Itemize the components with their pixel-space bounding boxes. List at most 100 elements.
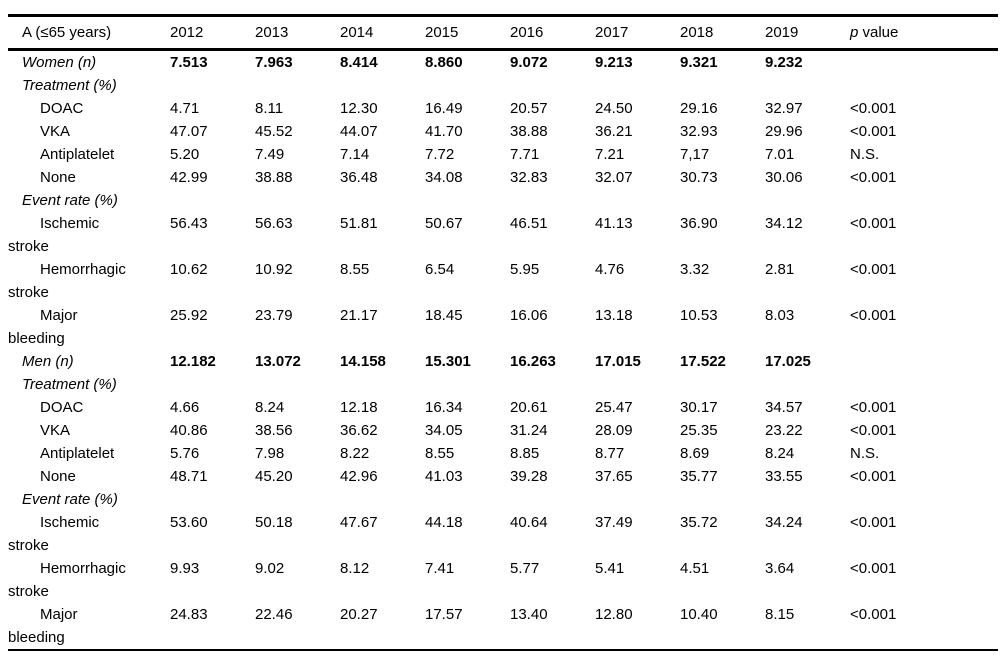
value-cell	[595, 373, 680, 396]
value-cell: 20.27	[340, 606, 378, 623]
value-cell: 8.03	[765, 307, 795, 324]
value-cell: 32.97	[765, 100, 803, 117]
value-cell: 16.263	[510, 353, 556, 370]
value-cell: 7.41	[425, 560, 455, 577]
value-cell: 9.02	[255, 560, 285, 577]
value-cell: 8.15	[765, 606, 795, 623]
value-cell: 50.18	[255, 514, 293, 531]
value-cell: 8.77	[595, 445, 625, 462]
row-label: Ischemic stroke	[8, 514, 100, 554]
value-cell: 23.79	[255, 307, 293, 324]
value-cell: 4.51	[680, 560, 710, 577]
p-value-cell	[850, 373, 998, 396]
row-label: Event rate (%)	[22, 192, 118, 209]
value-cell	[680, 488, 765, 511]
value-cell: 36.62	[340, 422, 378, 439]
p-value-cell: <0.001	[850, 514, 897, 531]
value-cell: 33.55	[765, 468, 803, 485]
value-cell	[425, 189, 510, 212]
value-cell: 13.18	[595, 307, 633, 324]
value-cell	[680, 189, 765, 212]
p-value-word: value	[858, 24, 899, 41]
value-cell	[340, 488, 425, 511]
table-header: A (≤65 years) 2012 2013 2014 2015 2016 2017 20…	[8, 16, 998, 50]
p-value-cell: <0.001	[850, 123, 897, 140]
value-cell: 7.98	[255, 445, 285, 462]
value-cell: 7.513	[170, 54, 208, 71]
value-cell	[510, 189, 595, 212]
p-value-cell: <0.001	[850, 261, 897, 278]
value-cell: 15.301	[425, 353, 471, 370]
p-value-cell: <0.001	[850, 560, 897, 577]
table-row: None 42.99 38.88 36.48 34.08 32.83 32.07 30.73 3…	[8, 166, 998, 189]
value-cell	[680, 74, 765, 97]
row-label: DOAC	[40, 100, 84, 117]
row-label: None	[40, 468, 76, 485]
value-cell: 17.025	[765, 353, 811, 370]
row-label: Antiplatelet	[40, 445, 115, 462]
p-value-cell: <0.001	[850, 422, 897, 439]
value-cell: 24.50	[595, 100, 633, 117]
table-row: Antiplatelet 5.76 7.98 8.22 8.55 8.85 8.77 8.69…	[8, 442, 998, 465]
p-value-cell: <0.001	[850, 468, 897, 485]
table-row: Men (n) 12.182 13.072 14.158 15.301 16.263 17.…	[8, 350, 998, 373]
row-label: Event rate (%)	[22, 491, 118, 508]
value-cell: 8.69	[680, 445, 710, 462]
value-cell: 25.47	[595, 399, 633, 416]
value-cell: 3.32	[680, 261, 710, 278]
value-cell: 9.93	[170, 560, 200, 577]
value-cell: 31.24	[510, 422, 548, 439]
value-cell: 37.49	[595, 514, 633, 531]
header-group-label: A (≤65 years)	[22, 24, 112, 41]
value-cell: 35.72	[680, 514, 718, 531]
value-cell	[340, 74, 425, 97]
value-cell: 46.51	[510, 215, 548, 232]
value-cell: 6.54	[425, 261, 455, 278]
value-cell: 32.83	[510, 169, 548, 186]
value-cell	[595, 74, 680, 97]
value-cell: 8.85	[510, 445, 540, 462]
value-cell: 7,17	[680, 146, 710, 163]
value-cell: 9.232	[765, 54, 803, 71]
value-cell: 5.95	[510, 261, 540, 278]
p-value-cell	[850, 350, 998, 373]
value-cell: 7.49	[255, 146, 285, 163]
row-label: Major bleeding	[8, 606, 78, 646]
value-cell	[765, 488, 850, 511]
value-cell: 18.45	[425, 307, 463, 324]
value-cell: 12.18	[340, 399, 378, 416]
value-cell: 28.09	[595, 422, 633, 439]
value-cell: 8.24	[255, 399, 285, 416]
value-cell: 7.72	[425, 146, 455, 163]
value-cell	[765, 373, 850, 396]
value-cell	[425, 488, 510, 511]
value-cell: 42.99	[170, 169, 208, 186]
row-label: VKA	[40, 123, 71, 140]
header-year-2019: 2019	[765, 24, 799, 41]
value-cell: 13.40	[510, 606, 548, 623]
value-cell: 34.57	[765, 399, 803, 416]
value-cell: 8.414	[340, 54, 378, 71]
table-row: DOAC 4.71 8.11 12.30 16.49 20.57 24.50 29.16 32.…	[8, 97, 998, 120]
header-row: A (≤65 years) 2012 2013 2014 2015 2016 2017 20…	[8, 16, 998, 50]
value-cell: 38.56	[255, 422, 293, 439]
value-cell: 23.22	[765, 422, 803, 439]
value-cell: 8.55	[425, 445, 455, 462]
value-cell	[510, 74, 595, 97]
value-cell: 9.321	[680, 54, 718, 71]
p-value-cell: <0.001	[850, 307, 897, 324]
row-label: Ischemic stroke	[8, 215, 100, 255]
value-cell: 7.21	[595, 146, 625, 163]
value-cell: 44.18	[425, 514, 463, 531]
value-cell: 14.158	[340, 353, 386, 370]
value-cell: 8.12	[340, 560, 370, 577]
table-row: Major bleeding 24.83 22.46 20.27 17.57 13.40 1…	[8, 603, 998, 650]
value-cell: 2.81	[765, 261, 795, 278]
header-year-2017: 2017	[595, 24, 629, 41]
value-cell: 30.06	[765, 169, 803, 186]
value-cell: 42.96	[340, 468, 378, 485]
value-cell: 17.522	[680, 353, 726, 370]
value-cell	[595, 189, 680, 212]
value-cell: 10.92	[255, 261, 293, 278]
value-cell	[170, 373, 255, 396]
